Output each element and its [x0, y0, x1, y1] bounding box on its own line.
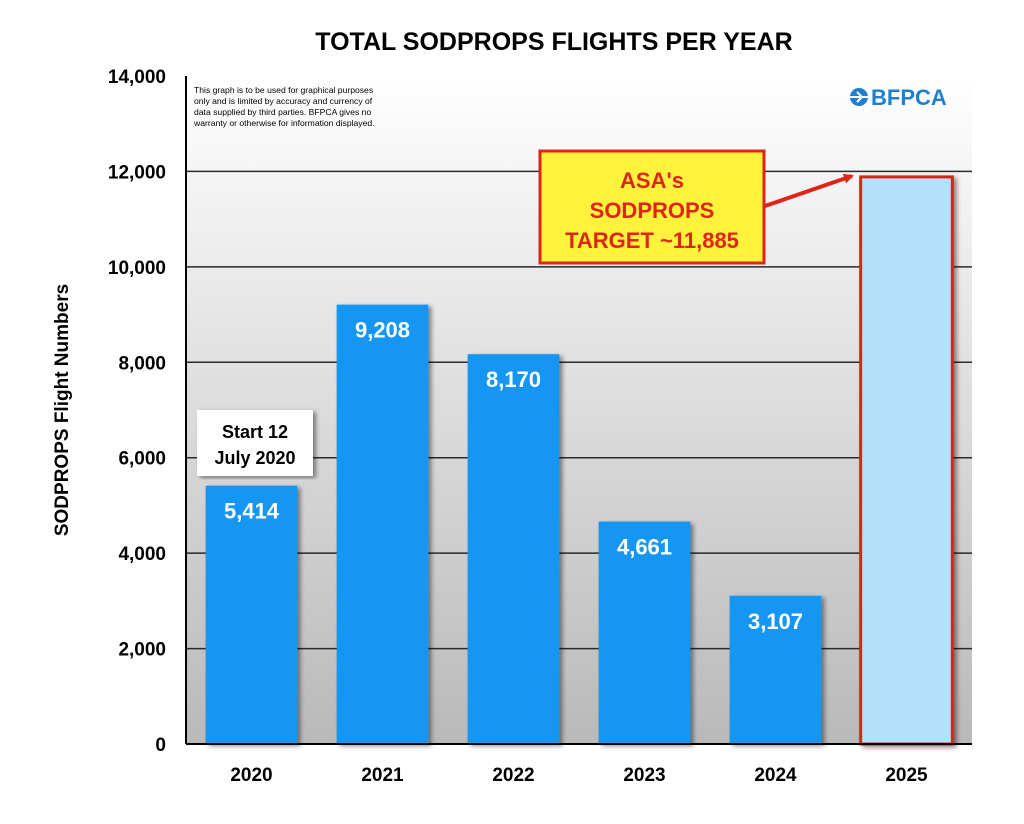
y-tick-label: 2,000 — [118, 640, 166, 661]
disclaimer-line: This graph is to be used for graphical p… — [194, 85, 373, 95]
y-tick-label: 14,000 — [108, 67, 166, 88]
disclaimer-line: only and is limited by accuracy and curr… — [194, 96, 373, 106]
bar-2024 — [729, 595, 822, 744]
y-tick-label: 12,000 — [108, 162, 166, 183]
start-note: Start 12 July 2020 — [197, 410, 313, 476]
start-note-box — [197, 410, 313, 476]
target-bar-2025 — [859, 175, 954, 746]
bar-value-label: 4,661 — [617, 535, 672, 560]
y-tick-label: 0 — [155, 735, 166, 756]
y-tick-label: 10,000 — [108, 258, 166, 279]
y-tick-label: 8,000 — [118, 353, 166, 374]
chart-title: TOTAL SODPROPS FLIGHTS PER YEAR — [315, 28, 792, 56]
bar-2023 — [598, 521, 691, 744]
x-tick-labels: 2020 2021 2022 2023 2024 2025 — [230, 765, 928, 786]
x-tick-label: 2023 — [623, 765, 665, 786]
plane-icon — [850, 88, 868, 106]
bar-value-label: 5,414 — [224, 499, 280, 524]
x-tick-label: 2022 — [492, 765, 534, 786]
y-tick-label: 6,000 — [118, 449, 166, 470]
disclaimer: This graph is to be used for graphical p… — [193, 85, 375, 128]
bar-value-label: 8,170 — [486, 367, 541, 392]
y-tick-label: 4,000 — [118, 544, 166, 565]
bar-2022 — [467, 354, 560, 744]
disclaimer-line: warranty or otherwise for information di… — [193, 118, 375, 128]
callout-line: SODPROPS — [590, 198, 715, 223]
target-callout: ASA's SODPROPS TARGET ~11,885 — [538, 149, 766, 265]
y-axis-label: SODPROPS Flight Numbers — [52, 284, 73, 536]
x-tick-label: 2025 — [885, 765, 928, 786]
bars — [205, 175, 954, 746]
target-callout-box — [538, 149, 766, 265]
callout-arrow — [764, 173, 854, 208]
start-note-line: July 2020 — [214, 448, 295, 468]
bar-value-label: 3,107 — [748, 609, 803, 634]
logo-text: BFPCA — [871, 85, 947, 110]
x-tick-label: 2024 — [754, 765, 797, 786]
y-tick-labels: 0 2,000 4,000 6,000 8,000 10,000 12,000 14,000 — [108, 67, 166, 756]
disclaimer-line: data supplied by third parties. BFPCA gi… — [194, 107, 371, 117]
bar-2021 — [336, 304, 429, 744]
x-tick-label: 2020 — [230, 765, 272, 786]
bar-labels: 5,414 9,208 8,170 4,661 3,107 — [224, 318, 803, 634]
bar-value-label: 9,208 — [355, 318, 410, 343]
x-tick-label: 2021 — [361, 765, 404, 786]
callout-line: TARGET ~11,885 — [565, 228, 739, 253]
bar-2020 — [205, 485, 298, 744]
start-note-line: Start 12 — [222, 422, 288, 442]
bfpca-logo: BFPCA — [850, 85, 947, 110]
callout-line: ASA's — [620, 168, 684, 193]
